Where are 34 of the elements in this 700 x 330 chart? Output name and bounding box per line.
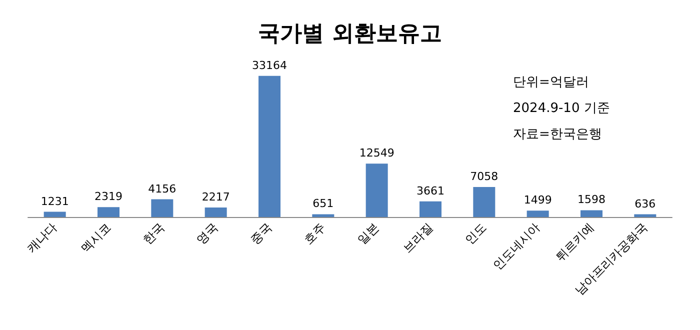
data-label: 2217 <box>202 190 230 204</box>
data-label: 1499 <box>524 194 552 207</box>
bar <box>366 164 388 217</box>
data-label: 3661 <box>416 184 444 198</box>
x-tick-label: 호주 <box>301 220 328 247</box>
bar <box>420 201 442 217</box>
annotation: 2024.9-10 기준 <box>513 101 610 116</box>
data-label: 1231 <box>40 194 69 208</box>
data-label: 33164 <box>252 58 287 72</box>
annotation: 자료=한국은행 <box>513 127 602 142</box>
data-label: 7058 <box>470 170 498 183</box>
annotation: 단위=억달러 <box>513 75 589 90</box>
bar <box>634 214 656 217</box>
data-label: 2319 <box>94 190 122 204</box>
bar <box>98 207 120 217</box>
x-tick-label: 일본 <box>354 220 382 247</box>
bar <box>526 210 549 217</box>
data-label: 636 <box>634 197 656 210</box>
x-tick-label: 한국 <box>140 220 168 247</box>
chart-title: 국가별 외환보유고 <box>258 22 442 46</box>
bar <box>580 210 602 217</box>
data-label: 651 <box>312 197 334 210</box>
x-tick-label: 인도 <box>462 220 490 247</box>
data-label: 12549 <box>359 146 394 160</box>
x-tick-label: 영국 <box>194 220 221 247</box>
data-label: 1598 <box>578 193 606 206</box>
bar <box>151 199 174 217</box>
bar <box>258 76 280 217</box>
bar <box>44 212 66 217</box>
data-label: 4156 <box>148 182 176 196</box>
x-tick-label: 중국 <box>248 220 274 247</box>
bar <box>473 186 496 217</box>
bar <box>204 208 227 217</box>
bar <box>312 214 334 217</box>
